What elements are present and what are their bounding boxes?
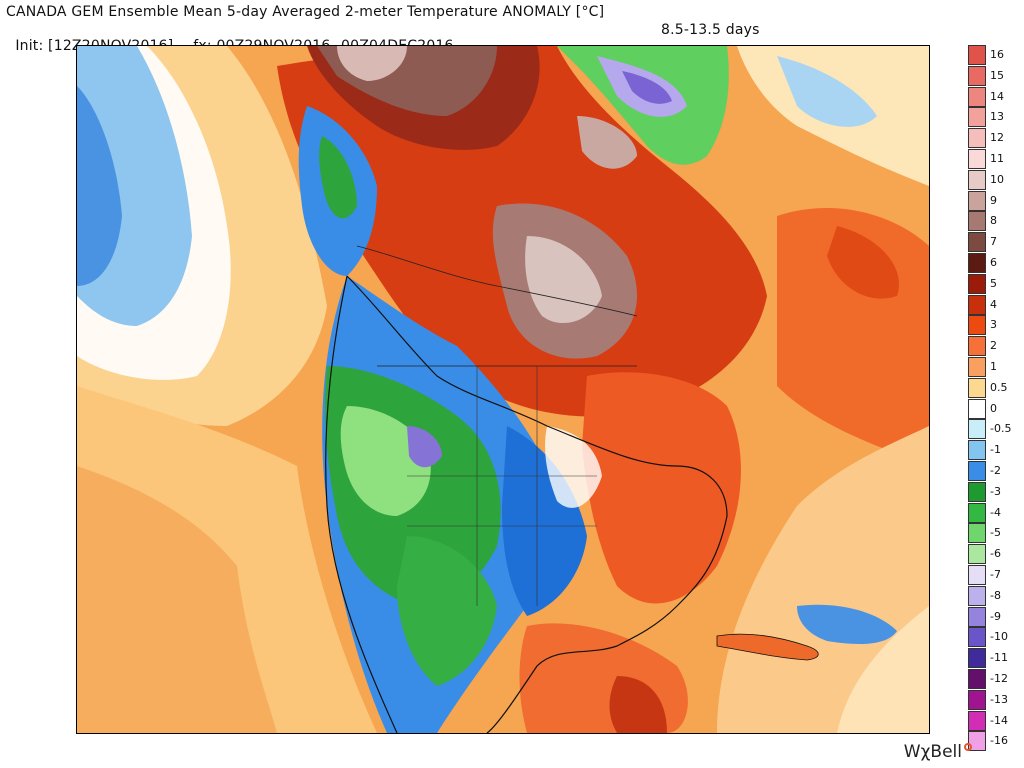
colorbar-label: 9 [990,193,997,207]
colorbar-label: 14 [990,89,1004,103]
colorbar-swatch [968,419,986,440]
pacific-cold-core [77,86,122,286]
colorbar-label: 8 [990,214,997,228]
colorbar-swatch [968,65,986,86]
greenland-coldest [622,71,672,104]
colorbar-swatch [968,544,986,565]
colorbar-label: 1 [990,360,997,373]
colorbar-swatch [968,356,986,377]
colorbar-label: 10 [990,172,1004,186]
colorbar-swatch [968,731,986,752]
atlantic-south-light [837,606,929,733]
colorbar-label: 16 [990,48,1004,61]
colorbar-swatch [968,606,986,627]
plains-cold-blue [502,426,587,616]
colorbar-swatch [968,252,986,273]
colorbar-swatch [968,211,986,232]
colorbar-label: 13 [990,110,1004,124]
wxbell-logo: WχBell [903,742,972,762]
colorbar-swatch [968,564,986,585]
colorbar-label: 4 [990,297,997,311]
colorbar-swatch [968,107,986,128]
pacific-south-warm [77,466,277,733]
colorbar-label: 7 [990,235,997,249]
arctic-pale-core [337,46,407,81]
west-coastline [325,275,398,733]
colorbar-swatch [968,169,986,190]
colorbar-swatch [968,398,986,419]
colorbar-label: 0 [990,401,997,415]
hudson-bay-pale [525,236,602,324]
colorbar-label: 6 [990,256,997,269]
coastline [346,275,728,733]
colorbar-label: 2 [990,339,997,353]
colorbar-label: -11 [990,651,1008,665]
colorbar-swatch [968,190,986,211]
map-title: CANADA GEM Ensemble Mean 5-day Averaged … [6,4,605,20]
rockies-coldest [407,426,442,468]
colorbar-label: -12 [990,672,1008,685]
colorbar-swatch [968,377,986,398]
cuba [716,633,819,661]
colorbar-label: -10 [990,630,1008,644]
colorbar-swatch [968,585,986,606]
colorbar-label: 15 [990,68,1004,82]
colorbar-swatch [968,294,986,315]
colorbar-swatch [968,86,986,107]
colorbar-label: -2 [990,464,1001,477]
midwest-neutral [545,426,602,508]
colorbar-swatch [968,523,986,544]
colorbar-label: -0.5 [990,422,1012,436]
colorbar-label: -8 [990,588,1001,602]
colorbar-label: 5 [990,276,997,290]
colorbar-swatch [968,45,986,65]
yukon-cold-core [319,136,357,219]
colorbar-swatch [968,148,986,169]
colorbar-swatch [968,128,986,149]
brand-name: WχBell [903,742,962,762]
colorbar-swatch [968,232,986,253]
colorbar-swatch [968,710,986,731]
colorbar-swatch [968,481,986,502]
temperature-anomaly-map [76,45,930,734]
colorbar-label: -5 [990,526,1001,540]
border-line [356,245,638,317]
colorbar-swatch [968,336,986,357]
colorbar-swatch [968,440,986,461]
colorbar-label: 11 [990,152,1004,165]
colorbar-label: 3 [990,318,997,332]
colorbar-label: -4 [990,505,1001,519]
eastern-us-warm [582,372,741,604]
forecast-days: 8.5-13.5 days [661,22,760,38]
colorbar-swatch [968,502,986,523]
state-lines [407,366,597,606]
colorbar-swatch [968,627,986,648]
colorbar: 16 15 14 13 12 11 10 9 8 7 6 5 4 3 2 1 0.5 0 -0.5 -1 -2 -3 -4 -… [968,45,1011,752]
colorbar-label: -16 [990,734,1008,748]
colorbar-label: 0.5 [990,380,1008,394]
colorbar-label: -1 [990,443,1001,457]
north-atlantic-cool [777,56,877,127]
logo-dot-icon [964,743,972,751]
caribbean-cool [797,604,897,644]
colorbar-label: 12 [990,131,1004,145]
colorbar-label: -7 [990,568,1001,581]
colorbar-swatch [968,315,986,336]
yucatan-hot [609,676,667,733]
colorbar-swatch [968,648,986,669]
mexico-cold-region [397,536,497,686]
colorbar-label: -6 [990,547,1001,561]
colorbar-swatch [968,460,986,481]
baffin-pale [577,116,637,169]
colorbar-swatch [968,689,986,710]
colorbar-label: -3 [990,484,1001,498]
colorbar-label: -14 [990,713,1008,727]
colorbar-label: -9 [990,609,1001,623]
colorbar-swatch [968,668,986,689]
colorbar-swatch [968,273,986,294]
atlantic-hot-spot [827,226,899,299]
colorbar-label: -13 [990,692,1008,706]
